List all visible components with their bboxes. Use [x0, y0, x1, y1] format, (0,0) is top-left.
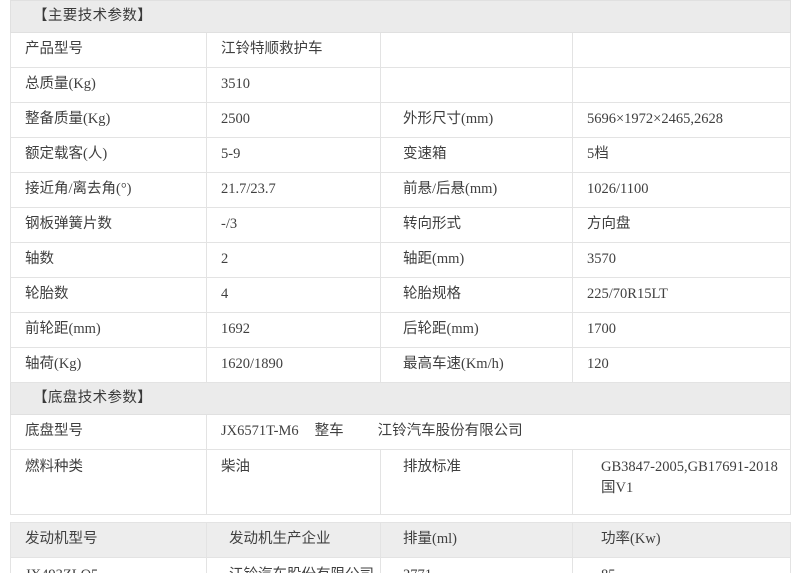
- row-value-2: 120: [571, 347, 792, 383]
- engine-maker-value: 江铃汽车股份有限公司: [206, 557, 381, 573]
- table-row: 接近角/离去角(°) 21.7/23.7 前悬/后悬(mm) 1026/1100: [10, 172, 792, 208]
- row-spacer: [10, 514, 791, 523]
- row-value: 2: [206, 242, 381, 278]
- row-value-2: 方向盘: [571, 207, 792, 243]
- table-row: 额定载客(人) 5-9 变速箱 5档: [10, 137, 792, 173]
- row-label-2: [380, 32, 573, 68]
- displacement-value: 2771: [380, 557, 573, 573]
- table-row-fuel: 燃料种类 柴油 排放标准 GB3847-2005,GB17691-2018国V1: [10, 449, 792, 515]
- row-label: 总质量(Kg): [10, 67, 207, 103]
- row-label: 额定载客(人): [10, 137, 207, 173]
- engine-header-row: 发动机型号 发动机生产企业 排量(ml) 功率(Kw): [10, 522, 792, 558]
- row-value-2: 1700: [571, 312, 792, 348]
- row-value-2: 5档: [571, 137, 792, 173]
- row-label: 钢板弹簧片数: [10, 207, 207, 243]
- table-row: 产品型号 江铃特顺救护车: [10, 32, 792, 68]
- row-label-2: 转向形式: [380, 207, 573, 243]
- chassis-manufacturer: 江铃汽车股份有限公司: [377, 423, 523, 440]
- row-label: 前轮距(mm): [10, 312, 207, 348]
- section-header-main: 【主要技术参数】: [9, 0, 792, 33]
- row-label: 接近角/离去角(°): [10, 172, 207, 208]
- row-value: 江铃特顺救护车: [206, 32, 381, 68]
- section-title-chassis: 【底盘技术参数】: [9, 382, 792, 415]
- table-row: 钢板弹簧片数 -/3 转向形式 方向盘: [10, 207, 792, 243]
- row-value: -/3: [206, 207, 381, 243]
- row-label: 整备质量(Kg): [10, 102, 207, 138]
- row-value-2: [571, 67, 792, 103]
- row-label-2: 轴距(mm): [380, 242, 573, 278]
- engine-data-row: JX493ZLQ5 江铃汽车股份有限公司 2771 85: [10, 557, 792, 573]
- row-value: 1692: [206, 312, 381, 348]
- row-label-2: 轮胎规格: [380, 277, 573, 313]
- displacement-header: 排量(ml): [380, 522, 573, 558]
- chassis-model-value-group: JX6571T-M6 整车 江铃汽车股份有限公司: [205, 414, 792, 450]
- row-value-2: 3570: [571, 242, 792, 278]
- fuel-label: 燃料种类: [10, 449, 207, 515]
- power-header: 功率(Kw): [571, 522, 792, 558]
- row-label: 轮胎数: [10, 277, 207, 313]
- row-value: 4: [206, 277, 381, 313]
- table-row: 前轮距(mm) 1692 后轮距(mm) 1700: [10, 312, 792, 348]
- row-value-2: [571, 32, 792, 68]
- emission-value: GB3847-2005,GB17691-2018国V1: [571, 449, 792, 515]
- table-row: 轮胎数 4 轮胎规格 225/70R15LT: [10, 277, 792, 313]
- table-row: 轴数 2 轴距(mm) 3570: [10, 242, 792, 278]
- row-label: 产品型号: [10, 32, 207, 68]
- row-value: 21.7/23.7: [206, 172, 381, 208]
- section-title-main: 【主要技术参数】: [9, 0, 792, 33]
- row-value-2: 225/70R15LT: [571, 277, 792, 313]
- spacer-cell: [10, 514, 791, 523]
- chassis-model-value: JX6571T-M6: [221, 423, 299, 440]
- row-value: 3510: [206, 67, 381, 103]
- row-value: 1620/1890: [206, 347, 381, 383]
- row-label-2: 变速箱: [380, 137, 573, 173]
- row-value: 2500: [206, 102, 381, 138]
- engine-model-value: JX493ZLQ5: [10, 557, 207, 573]
- row-value: 5-9: [206, 137, 381, 173]
- row-label-2: 外形尺寸(mm): [380, 102, 573, 138]
- table-row-chassis-model: 底盘型号 JX6571T-M6 整车 江铃汽车股份有限公司: [10, 414, 792, 450]
- fuel-value: 柴油: [206, 449, 381, 515]
- row-value-2: 1026/1100: [571, 172, 792, 208]
- emission-label: 排放标准: [380, 449, 573, 515]
- row-label-2: 最高车速(Km/h): [380, 347, 573, 383]
- section-header-chassis: 【底盘技术参数】: [9, 382, 792, 415]
- power-value: 85: [571, 557, 792, 573]
- row-label-2: 前悬/后悬(mm): [380, 172, 573, 208]
- chassis-model-label: 底盘型号: [10, 414, 207, 450]
- engine-model-header: 发动机型号: [10, 522, 207, 558]
- row-label: 轴数: [10, 242, 207, 278]
- row-label: 轴荷(Kg): [10, 347, 207, 383]
- table-row: 整备质量(Kg) 2500 外形尺寸(mm) 5696×1972×2465,26…: [10, 102, 792, 138]
- main-spec-table: 【主要技术参数】 产品型号 江铃特顺救护车 总质量(Kg) 3510 整备质量(…: [9, 0, 792, 573]
- table-row: 轴荷(Kg) 1620/1890 最高车速(Km/h) 120: [10, 347, 792, 383]
- row-label-2: [380, 67, 573, 103]
- row-value-2: 5696×1972×2465,2628: [571, 102, 792, 138]
- table-row: 总质量(Kg) 3510: [10, 67, 792, 103]
- row-label-2: 后轮距(mm): [380, 312, 573, 348]
- engine-maker-header: 发动机生产企业: [206, 522, 381, 558]
- chassis-vehicle-label: 整车: [314, 423, 344, 440]
